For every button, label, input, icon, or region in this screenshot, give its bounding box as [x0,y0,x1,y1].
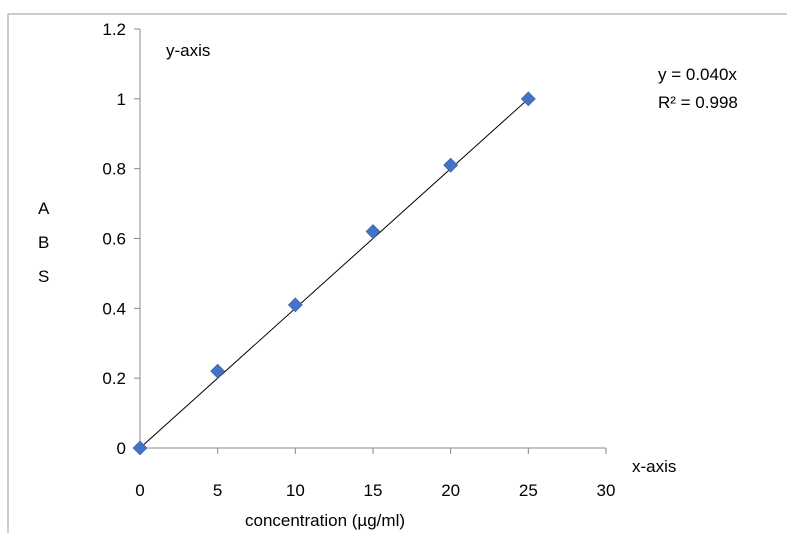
x-axis-note: x-axis [632,457,676,476]
y-tick-label: 0 [117,439,126,458]
y-axis-label-letter-s: S [38,267,49,286]
x-tick-label: 5 [213,481,222,500]
data-point [132,440,148,456]
x-tick-label: 25 [519,481,538,500]
y-tick-label: 0.6 [102,230,126,249]
y-tick-label: 0.8 [102,160,126,179]
x-tick-label: 15 [364,481,383,500]
data-point [520,91,536,107]
x-tick-label: 30 [597,481,616,500]
y-tick-label: 1 [117,90,126,109]
x-tick-label: 10 [286,481,305,500]
y-axis-note: y-axis [166,41,210,60]
plot-area: 0 0.2 0.4 0.6 0.8 1 1.2 0 5 10 15 20 25 30 [102,20,615,500]
data-point [443,157,459,173]
x-tick-label: 0 [135,481,144,500]
trendline [139,98,529,449]
y-tick-label: 0.4 [102,299,126,318]
data-point [210,363,226,379]
data-point [287,297,303,313]
y-tick-label: 0.2 [102,369,126,388]
y-axis-label-letter-a: A [38,199,50,218]
trendline-equation: y = 0.040x [658,65,737,84]
data-point [365,224,381,239]
r-squared-value: R² = 0.998 [658,93,738,112]
y-tick-label: 1.2 [102,20,126,39]
y-axis-label-letter-b: B [38,233,49,252]
x-tick-label: 20 [441,481,460,500]
x-axis-title: concentration (µg/ml) [245,511,405,530]
